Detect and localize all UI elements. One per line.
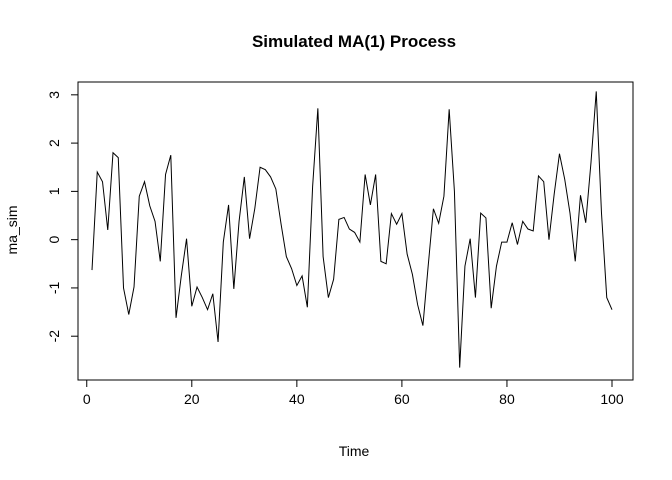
x-tick-label-1: 20 <box>184 391 200 407</box>
y-tick-label-1: -1 <box>46 281 62 294</box>
chart-title: Simulated MA(1) Process <box>252 32 456 51</box>
x-axis-label: Time <box>339 443 370 459</box>
y-axis: -2 -1 0 1 2 3 <box>46 91 79 343</box>
x-tick-label-3: 60 <box>394 391 410 407</box>
y-tick-label-5: 3 <box>46 91 62 99</box>
series-line <box>91 91 613 368</box>
x-tick-label-0: 0 <box>83 391 91 407</box>
x-axis: 0 20 40 60 80 100 <box>83 379 624 407</box>
y-tick-label-3: 1 <box>46 187 62 195</box>
x-tick-label-4: 80 <box>499 391 515 407</box>
x-tick-label-5: 100 <box>600 391 624 407</box>
y-axis-label: ma_sim <box>4 205 20 254</box>
y-tick-label-2: 0 <box>46 236 62 244</box>
x-tick-label-2: 40 <box>289 391 305 407</box>
y-tick-label-0: -2 <box>46 330 62 343</box>
y-tick-label-4: 2 <box>46 139 62 147</box>
